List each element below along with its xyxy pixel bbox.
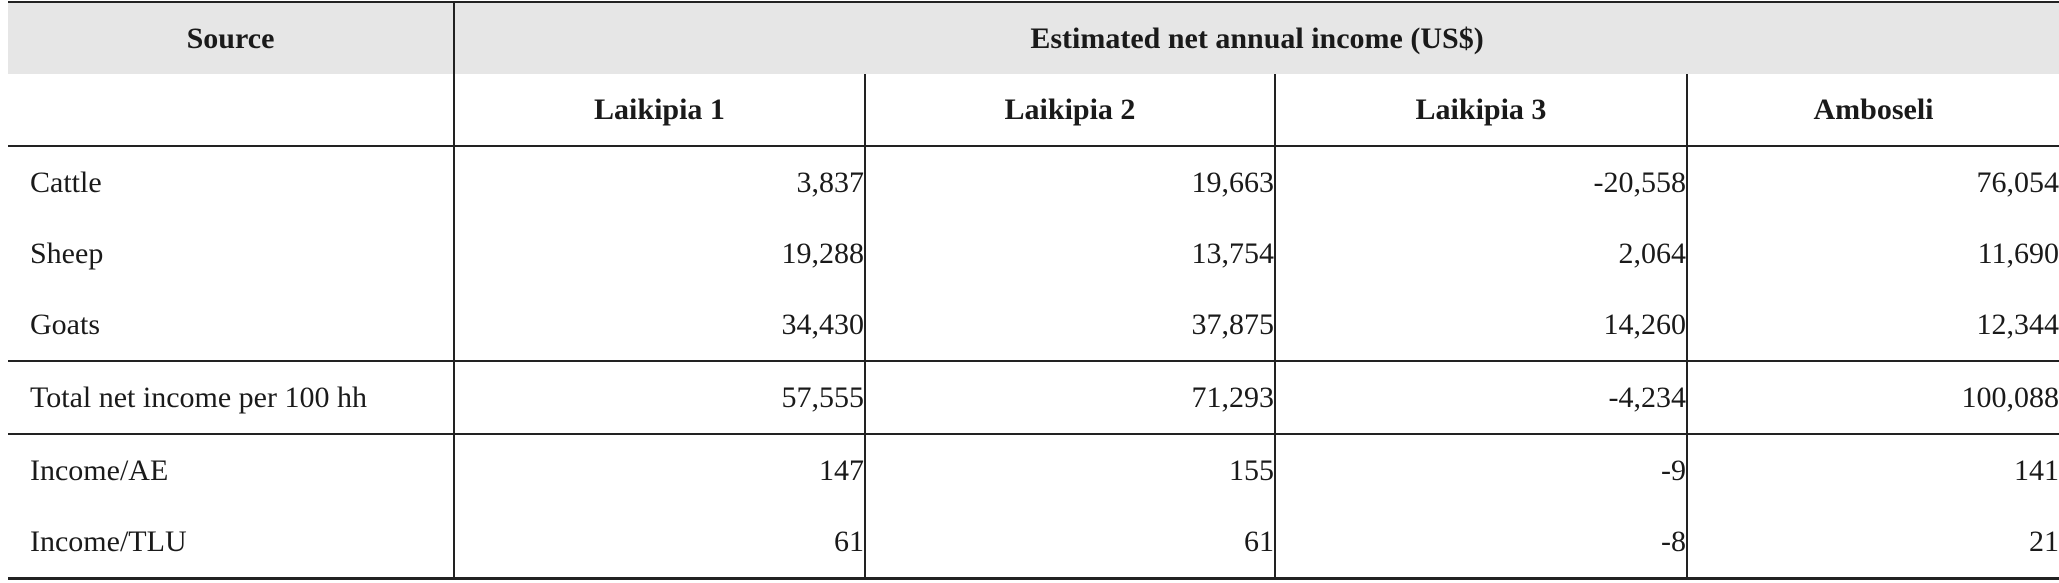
table-cell: 61 xyxy=(834,524,864,558)
table-cell: 3,837 xyxy=(796,165,865,199)
table-cell: -8 xyxy=(1661,524,1686,558)
table-cell: 19,288 xyxy=(781,236,865,270)
row-label: Goats xyxy=(8,289,454,362)
table-row: Cattle 3,837 19,663 -20,558 76,054 xyxy=(8,146,2059,218)
table-cell: -4,234 xyxy=(1608,380,1687,414)
table-cell: 37,875 xyxy=(1191,307,1275,341)
table-cell: -9 xyxy=(1661,453,1686,487)
header-row-top: Source Estimated net annual income (US$) xyxy=(8,1,2059,74)
table-cell: 14,260 xyxy=(1603,307,1687,341)
income-table: Source Estimated net annual income (US$)… xyxy=(8,1,2059,580)
table-row: Goats 34,430 37,875 14,260 12,344 xyxy=(8,289,2059,362)
row-label: Total net income per 100 hh xyxy=(8,361,454,435)
row-label: Sheep xyxy=(30,236,104,270)
income-group-header: Estimated net annual income (US$) xyxy=(454,1,2059,74)
table-cell: 21 xyxy=(2029,524,2059,558)
row-label: Cattle xyxy=(30,165,102,199)
table-cell: 11,690 xyxy=(1977,236,2059,270)
row-label: Income/TLU xyxy=(8,506,454,580)
header-row-columns: Laikipia 1 Laikipia 2 Laikipia 3 Ambosel… xyxy=(8,74,2059,147)
table-cell: 19,663 xyxy=(1191,165,1275,199)
table-cell: 12,344 xyxy=(1976,307,2059,341)
table-row-total: Total net income per 100 hh 57,555 71,29… xyxy=(8,361,2059,435)
table-cell: -20,558 xyxy=(1593,165,1687,199)
table-cell: 34,430 xyxy=(781,307,865,341)
column-header-laikipia-1: Laikipia 1 xyxy=(454,74,865,147)
row-label: Income/AE xyxy=(30,453,169,487)
table-cell: 61 xyxy=(1244,524,1274,558)
table-cell: 76,054 xyxy=(1976,165,2059,199)
table-cell: 2,064 xyxy=(1618,236,1687,270)
column-header-laikipia-3: Laikipia 3 xyxy=(1274,74,1687,147)
table-row: Income/TLU 61 61 -8 21 xyxy=(8,506,2059,580)
table-cell: 155 xyxy=(1229,453,1274,487)
table-cell: 57,555 xyxy=(781,380,865,414)
table-cell: 141 xyxy=(2014,453,2059,487)
table-row: Income/AE 147 155 -9 141 xyxy=(8,434,2059,506)
table-cell: 100,088 xyxy=(1961,380,2059,414)
column-header-amboseli: Amboseli xyxy=(1685,74,2059,147)
table-cell: 147 xyxy=(819,453,864,487)
table-cell: 13,754 xyxy=(1191,236,1275,270)
table-cell: 71,293 xyxy=(1191,380,1275,414)
table-row: Sheep 19,288 13,754 2,064 11,690 xyxy=(8,218,2059,289)
empty-header-cell xyxy=(8,74,455,147)
source-header: Source xyxy=(8,1,455,74)
column-header-laikipia-2: Laikipia 2 xyxy=(864,74,1275,147)
